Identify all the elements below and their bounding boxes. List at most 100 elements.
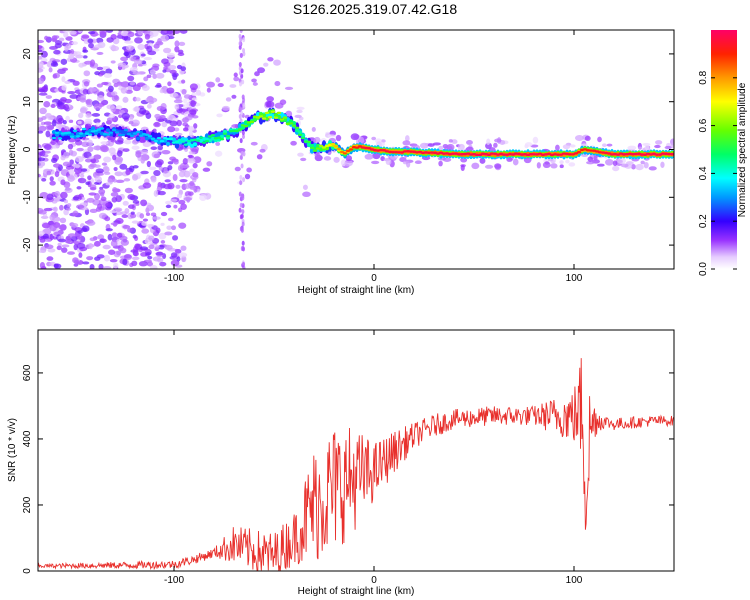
- spectrogram-noise-cell: [124, 208, 130, 214]
- spectrogram-noise-cell: [371, 160, 380, 165]
- spectrogram-noise-cell: [241, 79, 245, 85]
- spectrogram-noise-cell: [53, 263, 59, 269]
- spectrogram-noise-cell: [584, 135, 591, 142]
- spectrogram-noise-cell: [238, 114, 242, 120]
- spectrogram-noise-cell: [124, 40, 134, 44]
- spectrogram-noise-cell: [512, 158, 519, 166]
- spectrogram-noise-cell: [670, 142, 674, 149]
- spectrogram-noise-cell: [108, 249, 116, 255]
- spectrogram-noise-cell: [550, 163, 558, 169]
- spectrogram-ridge-cell: [111, 128, 117, 132]
- spectrogram-noise-cell: [157, 190, 166, 196]
- spectrogram-noise-cell: [86, 256, 94, 261]
- spectrogram-ridge-cell: [132, 132, 138, 135]
- spectrogram-noise-cell: [238, 33, 242, 39]
- spectrogram-noise-cell: [266, 96, 275, 102]
- spectrogram-noise-cell: [180, 164, 190, 169]
- spectrogram-noise-cell: [95, 168, 104, 174]
- snr-y-tick-label: 400: [22, 430, 33, 447]
- spectrogram-noise-cell: [77, 230, 83, 234]
- spectrogram-noise-cell: [333, 156, 340, 163]
- spectrogram-ridge-cell: [282, 116, 288, 119]
- spectrogram-noise-cell: [323, 156, 332, 161]
- spectrogram-noise-cell: [233, 72, 238, 78]
- spectrogram-noise-cell: [146, 160, 152, 168]
- spectrogram-noise-cell: [123, 139, 132, 145]
- spectrogram-noise-cell: [173, 159, 179, 165]
- spectrogram-noise-cell: [38, 125, 47, 132]
- spectrogram-noise-cell: [141, 221, 148, 226]
- spectrogram-noise-cell: [47, 248, 56, 253]
- spectrogram-ridge-cell: [66, 131, 72, 134]
- spectrogram-noise-cell: [259, 148, 266, 153]
- spectrogram-ridge-cell: [135, 136, 141, 141]
- spectrogram-noise-cell: [69, 48, 75, 55]
- spectrogram-noise-cell: [239, 30, 243, 34]
- spectrogram-ridge-cell: [237, 128, 243, 131]
- spectrogram-noise-cell: [69, 94, 79, 99]
- spectrogram-ridge-cell: [180, 140, 186, 143]
- spectrogram-noise-cell: [183, 170, 191, 178]
- spectrogram-noise-cell: [163, 66, 168, 70]
- spectrogram-noise-cell: [191, 97, 198, 101]
- spectrogram-noise-cell: [160, 34, 169, 42]
- spectrogram-ridge-cell: [81, 127, 87, 131]
- spectrogram-noise-cell: [240, 227, 244, 233]
- spectrogram-noise-cell: [113, 262, 119, 269]
- spectrogram-noise-cell: [130, 211, 135, 215]
- spectrogram-noise-cell: [327, 134, 336, 138]
- spectrogram-noise-cell: [239, 175, 243, 181]
- spectrogram-noise-cell: [285, 110, 293, 118]
- spectrogram-noise-cell: [112, 154, 117, 161]
- spectrogram-noise-cell: [94, 71, 101, 76]
- spectrogram-noise-cell: [167, 161, 174, 165]
- spectrogram-ridge-cell: [201, 141, 207, 144]
- spectrogram-noise-cell: [129, 116, 134, 122]
- spectrogram-ridge-cell: [147, 135, 153, 138]
- spectrogram-ridge-cell: [264, 111, 270, 115]
- spectrogram-noise-cell: [57, 238, 66, 243]
- spectrogram-noise-cell: [40, 235, 49, 239]
- spectrogram-ridge-cell: [177, 138, 183, 142]
- spectrogram-noise-cell: [167, 217, 174, 222]
- spectrogram-noise-cell: [79, 107, 87, 114]
- spectrogram-ridge-cell: [138, 134, 144, 137]
- spectrogram-noise-cell: [125, 45, 135, 51]
- spectrogram-noise-cell: [65, 36, 73, 41]
- spectrogram-noise-cell: [167, 164, 173, 171]
- spectrogram-noise-cell: [133, 251, 139, 257]
- spectrogram-noise-cell: [120, 56, 129, 62]
- spectrogram-noise-cell: [160, 222, 165, 226]
- spectrogram-noise-cell: [239, 52, 243, 58]
- spectrogram-noise-cell: [150, 146, 158, 151]
- spectrogram-ridge-cell: [306, 140, 312, 143]
- spectrogram-noise-cell: [100, 196, 107, 202]
- spectrogram-noise-cell: [80, 168, 88, 172]
- spectrogram-noise-cell: [242, 177, 246, 183]
- spectrogram-noise-cell: [67, 91, 76, 95]
- spectrogram-ridge-cell: [165, 141, 171, 146]
- spectrogram-ridge-cell: [258, 115, 264, 118]
- spectrogram-noise-cell: [149, 30, 159, 37]
- spectrogram-noise-cell: [175, 95, 182, 102]
- spectrogram-noise-cell: [64, 187, 73, 194]
- spectrogram-noise-cell: [273, 59, 281, 66]
- spectrogram-noise-cell: [484, 164, 494, 169]
- spectrogram-noise-cell: [78, 252, 83, 258]
- spectrogram-noise-cell: [123, 51, 129, 57]
- spectrogram-noise-cell: [311, 127, 316, 132]
- spectrogram-noise-cell: [148, 100, 155, 105]
- spectrogram-noise-cell: [466, 140, 473, 145]
- spectrogram-noise-cell: [238, 61, 242, 67]
- snr-y-tick-label: 600: [22, 364, 33, 381]
- spectrogram-noise-cell: [174, 46, 180, 53]
- spectrogram-noise-cell: [88, 156, 94, 160]
- spectrogram-noise-cell: [51, 119, 57, 127]
- spectrogram-noise-cell: [131, 256, 140, 261]
- spectrogram-ridge-cell: [294, 128, 300, 133]
- spectrogram-noise-cell: [61, 244, 70, 248]
- spectrogram-noise-cell: [148, 166, 157, 171]
- spectrogram-ridge-cell: [288, 122, 294, 125]
- spectrogram-ridge-cell: [297, 130, 303, 135]
- spectrogram-noise-cell: [45, 112, 52, 118]
